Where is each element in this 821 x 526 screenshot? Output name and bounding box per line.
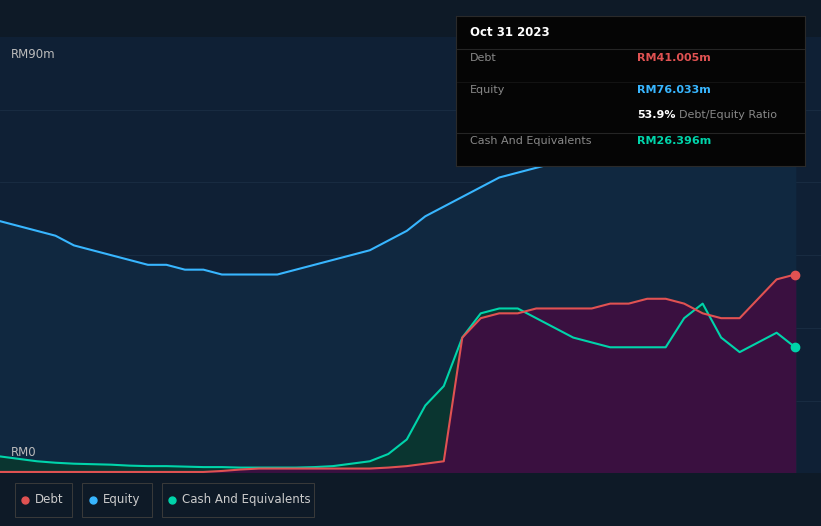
Text: RM90m: RM90m (11, 48, 55, 60)
Text: Oct 31 2023: Oct 31 2023 (470, 26, 549, 39)
Text: Cash And Equivalents: Cash And Equivalents (470, 136, 591, 146)
Text: Equity: Equity (103, 493, 140, 506)
Text: RM41.005m: RM41.005m (637, 53, 711, 63)
Text: RM76.033m: RM76.033m (637, 85, 711, 95)
Text: Debt: Debt (35, 493, 64, 506)
Text: Debt/Equity Ratio: Debt/Equity Ratio (679, 110, 777, 120)
Text: Equity: Equity (470, 85, 505, 95)
Text: RM26.396m: RM26.396m (637, 136, 711, 146)
Text: Debt: Debt (470, 53, 497, 63)
Text: 53.9%: 53.9% (637, 110, 676, 120)
Text: RM0: RM0 (11, 447, 36, 459)
Text: Cash And Equivalents: Cash And Equivalents (182, 493, 311, 506)
